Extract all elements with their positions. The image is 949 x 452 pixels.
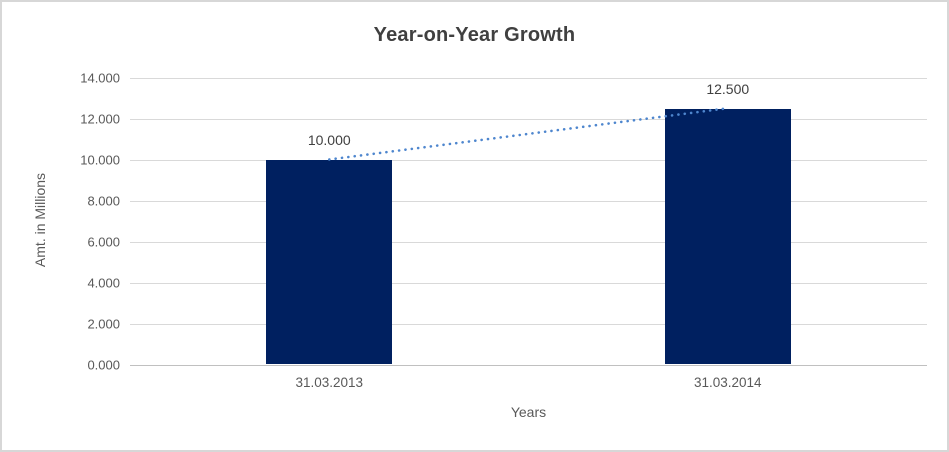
gridline [130, 119, 927, 120]
bar-data-label: 10.000 [307, 132, 351, 148]
chart-title: Year-on-Year Growth [373, 24, 576, 46]
x-tick-label: 31.03.2014 [693, 375, 762, 390]
y-tick-label: 2.000 [87, 316, 120, 332]
y-tick-label: 8.000 [87, 193, 120, 209]
bar-data-label: 12.500 [706, 80, 750, 97]
y-tick-label: 12.000 [80, 111, 120, 127]
gridline [130, 242, 927, 243]
gridline [130, 324, 927, 325]
gridline [130, 78, 927, 79]
y-tick-label: 14.000 [80, 70, 120, 86]
y-axis-title: Amt. in Millions [32, 172, 48, 268]
gridline [130, 160, 927, 161]
bar [664, 108, 791, 364]
gridline [130, 283, 927, 284]
x-tick-label: 31.03.2013 [295, 375, 364, 390]
y-tick-label: 6.000 [87, 234, 120, 250]
y-tick-label: 10.000 [80, 152, 120, 168]
x-axis-line [130, 365, 927, 366]
gridline [130, 201, 927, 202]
bar [266, 160, 393, 364]
y-tick-label: 0.000 [87, 357, 120, 373]
x-axis-title: Years [510, 404, 547, 420]
y-tick-label: 4.000 [87, 275, 120, 291]
